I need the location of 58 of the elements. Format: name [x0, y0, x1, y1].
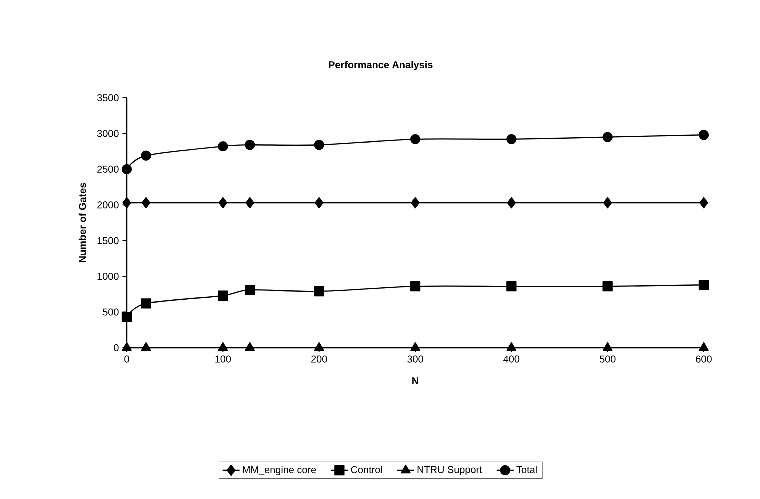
x-tick-label: 500: [600, 356, 616, 363]
point: [314, 342, 324, 352]
y-tick-label: 2000: [98, 202, 119, 209]
point: [314, 140, 324, 150]
point: [315, 197, 324, 209]
point: [698, 130, 710, 140]
x-tick-label: 200: [312, 356, 328, 363]
x-tick-label: 600: [696, 356, 712, 363]
point: [506, 281, 517, 292]
point: [245, 285, 256, 296]
y-tick-label: 500: [103, 308, 119, 316]
point: [142, 197, 151, 209]
legend-label: Control: [351, 466, 382, 474]
point: [507, 197, 516, 209]
x-axis-title: N: [412, 378, 418, 385]
point: [245, 342, 256, 352]
point: [122, 312, 132, 322]
point: [218, 197, 228, 209]
point: [218, 290, 228, 301]
point: [604, 197, 612, 209]
point: [141, 342, 152, 352]
point: [699, 342, 709, 352]
legend-label: Total: [516, 466, 537, 474]
point: [122, 342, 132, 352]
point: [122, 197, 132, 209]
point: [141, 298, 152, 309]
point: [602, 281, 613, 292]
point: [506, 134, 517, 145]
x-tick-label: 400: [504, 356, 520, 363]
y-tick-label: 3000: [97, 130, 119, 138]
y-tick-label: 1500: [98, 237, 119, 244]
point: [314, 286, 324, 297]
x-tick-label: 300: [408, 356, 424, 363]
point: [246, 197, 254, 209]
point: [410, 134, 421, 145]
point: [698, 280, 710, 290]
x-tick-label: 0: [124, 356, 130, 363]
point: [245, 140, 256, 150]
point: [602, 132, 613, 142]
point: [218, 342, 228, 352]
point: [411, 197, 420, 209]
legend-label: MM_engine core: [243, 466, 316, 476]
point: [141, 150, 152, 161]
y-tick-label: 1000: [98, 273, 119, 280]
y-tick-label: 3500: [97, 94, 119, 102]
point: [410, 281, 421, 292]
point: [410, 342, 420, 352]
point: [218, 141, 228, 152]
point: [122, 164, 132, 175]
point: [602, 342, 613, 352]
legend-label: NTRU Support: [418, 466, 482, 476]
chart-title: Performance Analysis: [329, 61, 433, 70]
x-tick-label: 100: [216, 356, 232, 363]
y-tick-label: 2500: [98, 166, 119, 173]
y-axis-title: Number of Gates: [78, 183, 86, 262]
y-tick-label: 0: [114, 344, 119, 352]
point: [700, 197, 708, 209]
point: [506, 342, 517, 352]
